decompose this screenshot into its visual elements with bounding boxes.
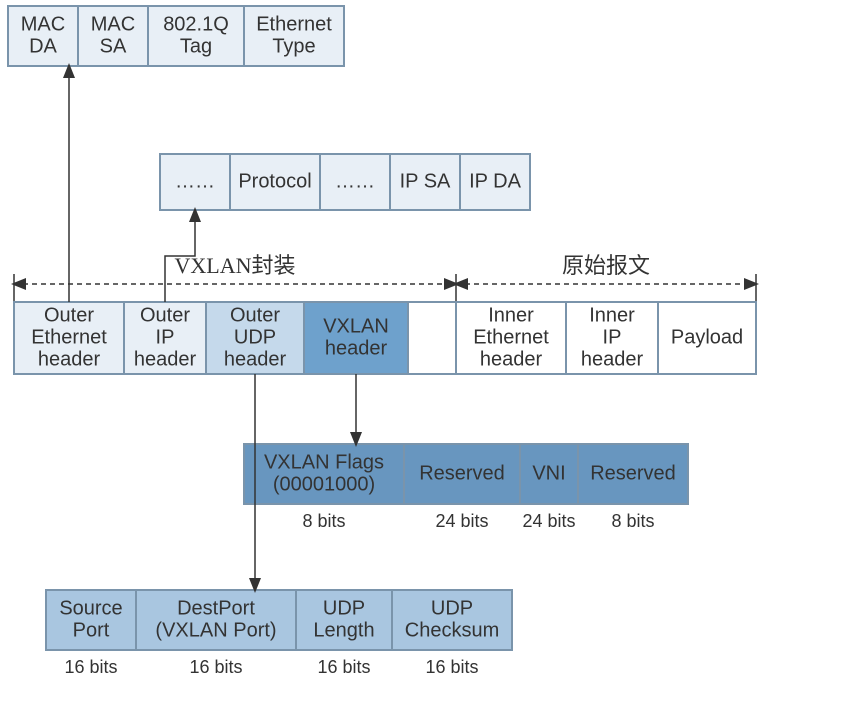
main-text: Inner xyxy=(589,304,635,326)
vxlan-detail-text: VNI xyxy=(532,462,565,484)
udp-detail-text: UDP xyxy=(431,597,473,619)
eth-detail-text: Type xyxy=(272,35,315,57)
udp-detail-text: Length xyxy=(313,619,374,641)
vxlan-detail-bits: 24 bits xyxy=(522,511,575,531)
main-text: header xyxy=(325,337,388,359)
vxlan-detail-bits: 8 bits xyxy=(611,511,654,531)
ip-detail-text: Protocol xyxy=(238,170,311,192)
main-text: header xyxy=(134,348,197,370)
main-text: VXLAN xyxy=(323,315,389,337)
eth-detail-text: Tag xyxy=(180,35,212,57)
main-text: Outer xyxy=(140,304,190,326)
label-vxlan-enc: VXLAN封装 xyxy=(175,253,296,278)
eth-detail-text: 802.1Q xyxy=(163,13,229,35)
main-text: Payload xyxy=(671,326,743,348)
udp-detail-text: Checksum xyxy=(405,619,499,641)
vxlan-detail-text: Reserved xyxy=(419,462,505,484)
ip-detail-text: …… xyxy=(335,170,375,192)
udp-detail-bits: 16 bits xyxy=(64,657,117,677)
eth-detail-text: SA xyxy=(100,35,127,57)
udp-detail-text: DestPort xyxy=(177,597,255,619)
udp-detail-bits: 16 bits xyxy=(425,657,478,677)
main-text: header xyxy=(480,348,543,370)
eth-detail-text: MAC xyxy=(91,13,135,35)
vxlan-detail-bits: 24 bits xyxy=(435,511,488,531)
vxlan-detail-text: VXLAN Flags xyxy=(264,451,384,473)
udp-detail-bits: 16 bits xyxy=(189,657,242,677)
main-text: IP xyxy=(603,326,622,348)
eth-detail-text: DA xyxy=(29,35,57,57)
main-text: header xyxy=(581,348,644,370)
ip-detail-text: IP DA xyxy=(469,170,522,192)
main-text: Outer xyxy=(230,304,280,326)
vxlan-detail-text: Reserved xyxy=(590,462,676,484)
udp-detail-text: (VXLAN Port) xyxy=(155,619,276,641)
main-text: header xyxy=(38,348,101,370)
main-text: IP xyxy=(156,326,175,348)
vxlan-detail-text: (00001000) xyxy=(273,473,375,495)
label-orig: 原始报文 xyxy=(562,253,650,278)
ip-detail-text: IP SA xyxy=(400,170,451,192)
udp-detail-text: UDP xyxy=(323,597,365,619)
udp-detail-bits: 16 bits xyxy=(317,657,370,677)
main-text: Inner xyxy=(488,304,534,326)
main-text: header xyxy=(224,348,287,370)
main-cell-4 xyxy=(408,302,456,374)
eth-detail-text: MAC xyxy=(21,13,65,35)
vxlan-detail-bits: 8 bits xyxy=(302,511,345,531)
udp-detail-text: Port xyxy=(73,619,110,641)
main-text: Ethernet xyxy=(473,326,549,348)
main-text: Outer xyxy=(44,304,94,326)
main-text: Ethernet xyxy=(31,326,107,348)
eth-detail-text: Ethernet xyxy=(256,13,332,35)
ip-detail-text: …… xyxy=(175,170,215,192)
udp-detail-text: Source xyxy=(59,597,122,619)
connector-ip xyxy=(165,210,195,302)
main-text: UDP xyxy=(234,326,276,348)
